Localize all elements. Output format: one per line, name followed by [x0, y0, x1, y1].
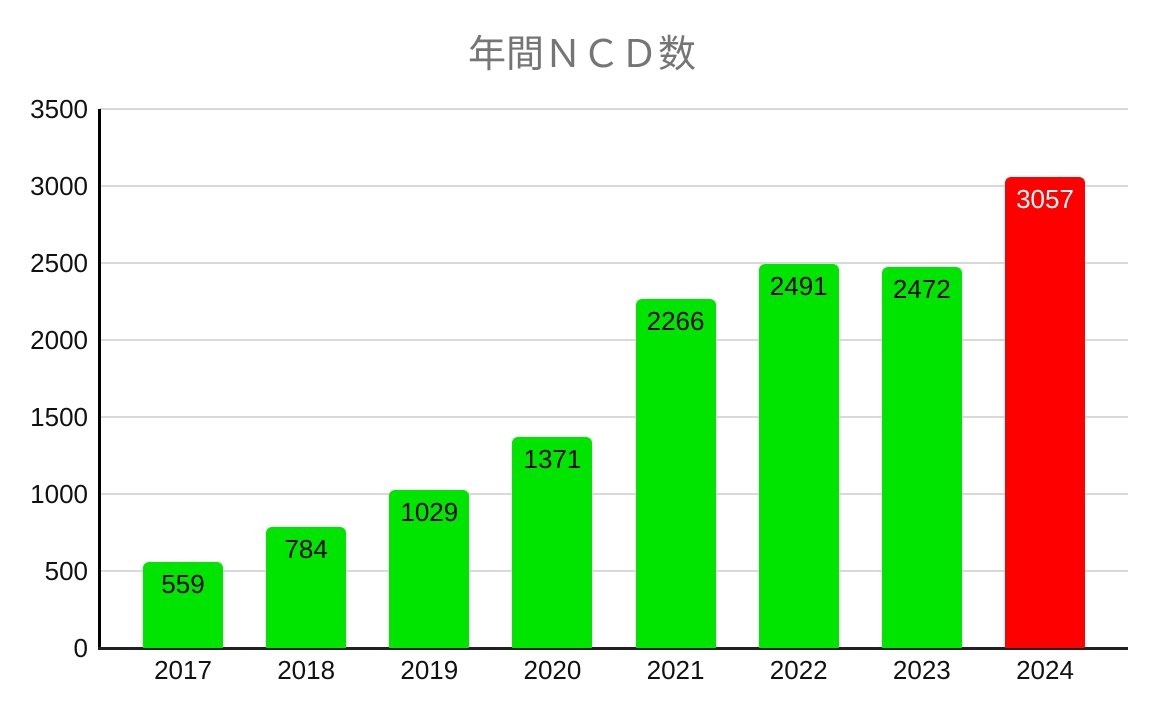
bar-value-label: 784	[284, 534, 328, 565]
x-tick-label: 2019	[400, 655, 459, 685]
x-tick-label: 2020	[523, 655, 582, 685]
gridline	[100, 262, 1128, 264]
gridline	[100, 570, 1128, 572]
gridline	[100, 416, 1128, 418]
x-axis-labels: 2017 2018 2019 2020 2021 2022 2023 2024	[100, 656, 1128, 686]
bar-value-label: 3057	[1016, 184, 1074, 215]
bar: 559	[143, 561, 223, 648]
x-tick-label: 2023	[892, 655, 951, 685]
bar: 1371	[512, 436, 593, 648]
x-tick-label: 2024	[1016, 655, 1074, 685]
y-tick-label: 2000	[30, 325, 88, 355]
bar-value-label: 2472	[892, 274, 951, 305]
y-tick-label: 0	[73, 633, 88, 663]
x-tick-label: 2018	[277, 655, 336, 685]
x-tick-label: 2021	[646, 655, 705, 685]
plot-area: 559 784 1029 1371 2266 2491 2472 3057	[98, 108, 1128, 650]
bar-value-label: 2266	[646, 306, 705, 337]
gridline	[100, 108, 1128, 110]
chart-title: 年間ＮＣＤ数	[467, 34, 696, 76]
bar: 2472	[881, 267, 962, 648]
x-axis-line	[98, 647, 1128, 650]
y-tick-label: 1000	[30, 479, 88, 509]
y-tick-label: 500	[44, 556, 88, 586]
gridline	[100, 493, 1128, 495]
bar: 784	[266, 527, 347, 648]
bar-value-label: 1029	[400, 496, 459, 527]
bar: 2266	[635, 299, 716, 648]
y-axis-line	[98, 109, 101, 648]
y-tick-label: 3500	[30, 94, 88, 124]
bar-value-label: 2491	[769, 271, 828, 302]
y-axis-labels: 0 500 1000 1500 2000 2500 3000 3500	[0, 96, 88, 661]
x-tick-label: 2017	[154, 655, 212, 685]
gridline	[100, 185, 1128, 187]
y-tick-label: 2500	[30, 248, 88, 278]
bar-value-label: 1371	[523, 443, 582, 474]
gridline	[100, 339, 1128, 341]
bar: 1029	[389, 489, 470, 648]
bar: 2491	[758, 264, 839, 648]
bar: 3057	[1005, 177, 1085, 648]
y-tick-label: 3000	[30, 171, 88, 201]
y-tick-label: 1500	[30, 402, 88, 432]
bar-value-label: 559	[161, 568, 205, 599]
x-tick-label: 2022	[769, 655, 828, 685]
